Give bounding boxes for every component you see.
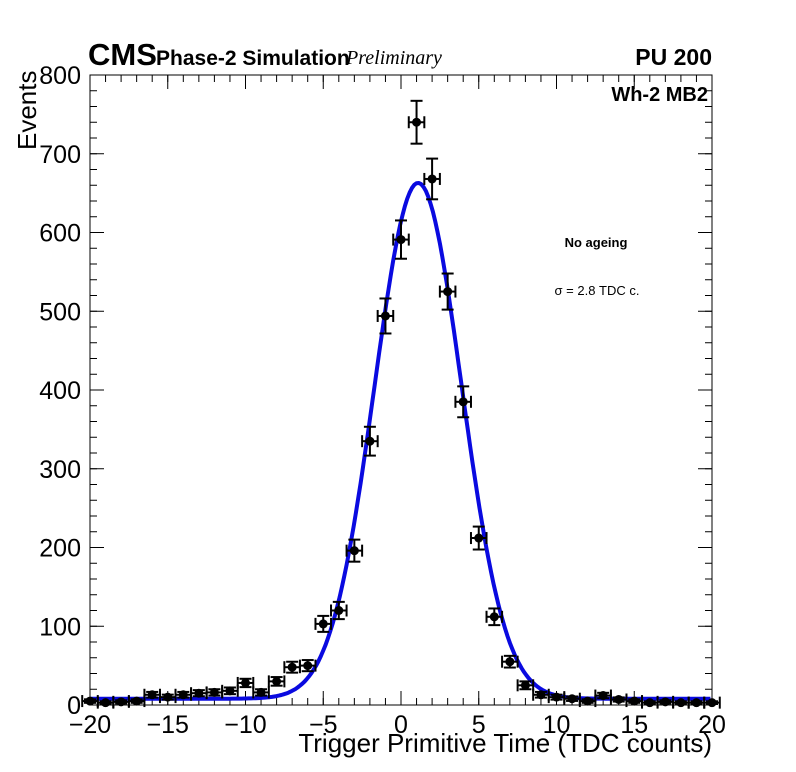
svg-text:400: 400 bbox=[39, 377, 81, 405]
svg-text:−15: −15 bbox=[147, 711, 189, 739]
svg-text:0: 0 bbox=[67, 692, 81, 720]
svg-text:200: 200 bbox=[39, 535, 81, 563]
preliminary-label: Preliminary bbox=[346, 47, 442, 69]
svg-text:800: 800 bbox=[39, 62, 81, 90]
svg-text:700: 700 bbox=[39, 141, 81, 169]
svg-text:−5: −5 bbox=[309, 711, 338, 739]
svg-text:500: 500 bbox=[39, 298, 81, 326]
svg-text:−20: −20 bbox=[69, 711, 111, 739]
svg-text:10: 10 bbox=[543, 711, 571, 739]
svg-text:300: 300 bbox=[39, 456, 81, 484]
fit-sigma-label: σ = 2.8 TDC c. bbox=[554, 283, 640, 298]
svg-text:Events: Events bbox=[12, 71, 42, 151]
svg-text:600: 600 bbox=[39, 220, 81, 248]
svg-text:20: 20 bbox=[698, 711, 726, 739]
svg-text:Trigger Primitive Time (TDC co: Trigger Primitive Time (TDC counts) bbox=[298, 728, 712, 758]
ageing-scenario-label: No ageing bbox=[564, 235, 628, 250]
simulation-label: Phase-2 Simulation bbox=[156, 47, 350, 70]
svg-text:5: 5 bbox=[472, 711, 486, 739]
svg-text:15: 15 bbox=[620, 711, 648, 739]
svg-text:0: 0 bbox=[394, 711, 408, 739]
pileup-label: PU 200 bbox=[635, 44, 712, 70]
chamber-label: Wh-2 MB2 bbox=[611, 84, 708, 106]
svg-text:100: 100 bbox=[39, 613, 81, 641]
cms-logo-label: CMS bbox=[88, 37, 157, 72]
svg-text:−10: −10 bbox=[224, 711, 266, 739]
